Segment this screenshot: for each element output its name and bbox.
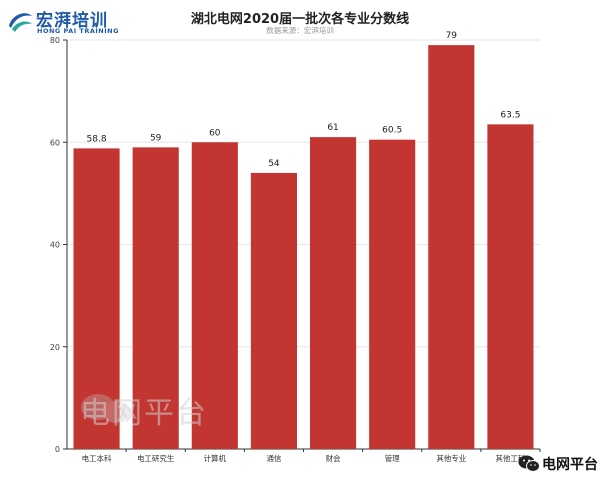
bar: [132, 147, 179, 450]
data-label: 60.5: [382, 126, 402, 136]
bar: [73, 148, 120, 449]
chart-subtitle: 数据来源：宏湃培训: [266, 26, 334, 35]
chart-title: 湖北电网2020届一批次各专业分数线: [190, 12, 410, 27]
bar: [369, 139, 416, 449]
brand-name: 宏湃培训: [36, 11, 108, 31]
bar: [310, 137, 357, 449]
brand-logo: 宏湃培训 HONG PAI TRAINING: [6, 6, 126, 36]
data-label: 59: [150, 133, 162, 143]
brand-mark-icon: [9, 13, 32, 32]
y-tick-label: 20: [50, 343, 60, 352]
y-tick-label: 40: [50, 241, 60, 250]
brand-subname: HONG PAI TRAINING: [37, 27, 119, 35]
y-tick-label: 0: [55, 445, 60, 454]
x-tick-label: 电工研究生: [137, 453, 175, 463]
bar: [191, 142, 238, 449]
wechat-icon: [518, 455, 540, 472]
watermark-text: 电网平台: [80, 396, 208, 431]
y-tick-label: 80: [50, 36, 60, 45]
bar: [487, 124, 534, 449]
data-label: 79: [446, 31, 458, 41]
data-label: 54: [268, 159, 280, 169]
y-tick-label: 60: [50, 138, 60, 147]
x-tick-label: 财会: [326, 453, 341, 463]
bar: [428, 45, 475, 450]
x-tick-label: 管理: [385, 453, 400, 463]
platform-badge-text: 电网平台: [542, 457, 598, 473]
watermark-wechat-icon: [81, 394, 130, 423]
x-tick-label: 电工本科: [82, 453, 112, 463]
data-label: 58.8: [87, 134, 107, 144]
bar: [250, 172, 297, 450]
data-label: 60: [209, 128, 221, 138]
data-label: 63.5: [500, 110, 520, 120]
x-tick-label: 其他专业: [436, 453, 466, 463]
x-tick-label: 其他工科: [495, 453, 525, 463]
x-tick-label: 通信: [266, 453, 281, 463]
data-label: 61: [327, 123, 338, 133]
x-tick-label: 计算机: [204, 453, 227, 463]
